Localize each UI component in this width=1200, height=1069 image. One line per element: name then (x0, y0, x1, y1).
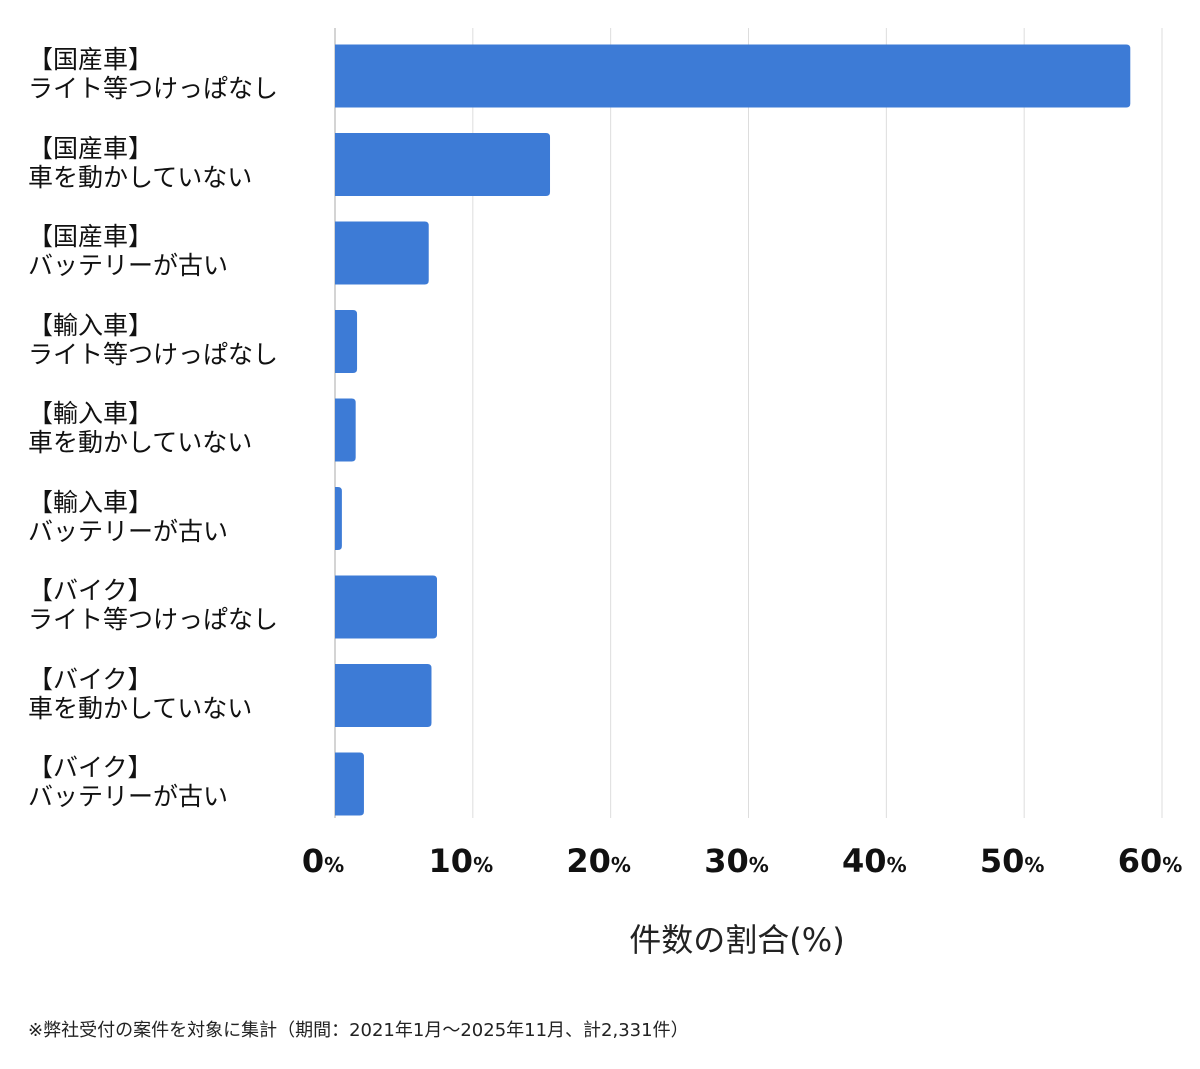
category-label: 【国産車】 車を動かしていない (28, 134, 252, 192)
tick-number: 50 (979, 842, 1025, 880)
bar (335, 752, 364, 816)
category-group: 【輸入車】 (28, 487, 154, 517)
category-name: 車を動かしていない (28, 693, 253, 723)
category-group: 【輸入車】 (28, 399, 154, 428)
category-group: 【バイク】 (28, 664, 153, 694)
category-name: ライト等つけっぱなし (28, 74, 279, 103)
bar (335, 133, 551, 196)
category-label: 【バイク】 車を動かしていない (28, 665, 252, 723)
category-group: 【バイク】 (28, 753, 153, 782)
x-tick-label: 30% (704, 842, 769, 880)
category-label: 【バイク】 バッテリーが古い (28, 753, 228, 811)
category-label: 【輸入車】 車を動かしていない (28, 399, 252, 457)
category-group: 【国産車】 (28, 222, 154, 251)
category-label: 【国産車】 バッテリーが古い (28, 222, 228, 280)
bar (335, 575, 437, 639)
x-tick-label: 20% (566, 842, 631, 880)
tick-unit: % (1162, 853, 1183, 877)
footnote: ※弊社受付の案件を対象に集計（期間：2021年1月〜2025年11月、計2,33… (28, 1020, 689, 1041)
category-group: 【国産車】 (28, 45, 154, 74)
bar (335, 398, 356, 462)
category-name: バッテリーが古い (28, 782, 229, 811)
x-tick-label: 10% (429, 842, 494, 880)
x-tick-label: 60% (1118, 842, 1183, 880)
tick-unit: % (1024, 853, 1045, 877)
tick-number: 40 (842, 842, 887, 880)
category-group: 【国産車】 (28, 133, 154, 163)
tick-unit: % (886, 853, 907, 877)
category-name: バッテリーが古い (28, 251, 229, 280)
tick-number: 0 (301, 842, 325, 880)
x-tick-label: 40% (842, 842, 907, 880)
category-label: 【バイク】 ライト等つけっぱなし (28, 576, 278, 634)
category-group: 【バイク】 (28, 576, 153, 605)
x-tick-label: 0% (302, 842, 344, 880)
x-axis-label: 件数の割合(%) (629, 921, 845, 959)
tick-number: 20 (566, 842, 611, 880)
tick-unit: % (473, 853, 494, 877)
tick-unit: % (610, 853, 631, 877)
category-label: 【輸入車】 バッテリーが古い (28, 488, 228, 546)
tick-number: 30 (704, 842, 749, 880)
x-tick-label: 50% (980, 842, 1045, 880)
tick-number: 10 (428, 842, 474, 880)
bar (335, 487, 342, 550)
tick-number: 60 (1117, 842, 1163, 880)
bar (335, 310, 358, 373)
category-group: 【輸入車】 (28, 310, 154, 340)
tick-unit: % (748, 853, 769, 877)
category-label: 【輸入車】 ライト等つけっぱなし (28, 311, 278, 369)
category-name: ライト等つけっぱなし (28, 605, 279, 634)
tick-unit: % (324, 853, 345, 877)
bar (335, 664, 432, 727)
bar (335, 221, 429, 285)
bar (335, 44, 1131, 108)
category-label: 【国産車】 ライト等つけっぱなし (28, 45, 278, 103)
category-name: ライト等つけっぱなし (28, 339, 279, 369)
category-name: 車を動かしていない (28, 162, 253, 192)
category-name: バッテリーが古い (28, 516, 229, 546)
category-name: 車を動かしていない (28, 428, 253, 457)
